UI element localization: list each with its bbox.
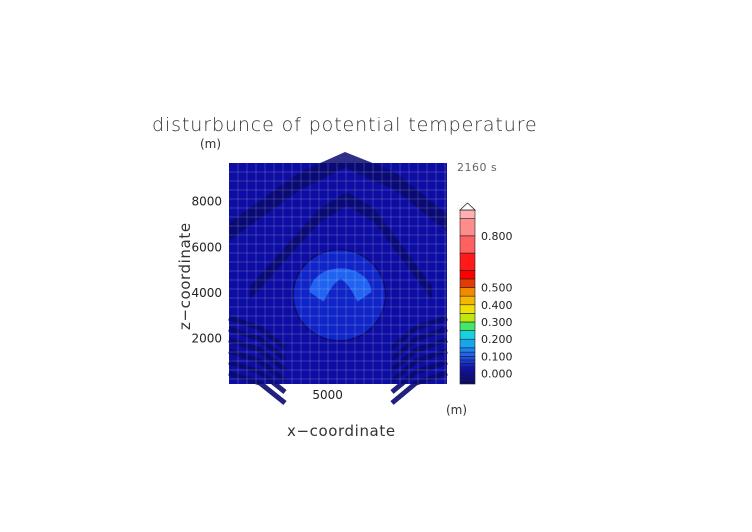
left-streak	[228, 326, 287, 361]
right-streak	[390, 337, 448, 372]
chevron-band-middle	[250, 192, 432, 300]
thermal-bubble	[292, 248, 387, 342]
colorbar-level	[459, 380, 476, 385]
chart-title: disturbunce of potential temperature	[152, 114, 538, 136]
y-tick-label: 2000	[191, 331, 222, 345]
colorbar-level	[459, 351, 476, 357]
colorbar-level	[459, 369, 476, 374]
colorbar-level	[459, 376, 476, 381]
colorbar-tick-label: 0.300	[481, 316, 513, 329]
colorbar-level	[459, 269, 476, 280]
y-axis-unit: (m)	[200, 137, 222, 151]
colorbar-level	[459, 313, 476, 323]
colorbar-tick-label: 0.000	[481, 368, 513, 381]
colorbar-tick-label: 0.400	[481, 299, 513, 312]
right-streak	[390, 326, 448, 361]
bubble-crescent	[309, 268, 372, 302]
colorbar-level	[459, 252, 476, 271]
y-tick-label: 8000	[191, 195, 222, 209]
colorbar-level	[459, 338, 476, 349]
colorbar-tick-label: 0.100	[481, 350, 513, 363]
colorbar-level	[459, 218, 476, 237]
colorbar-level	[459, 356, 476, 361]
time-label: 2160 s	[457, 161, 498, 174]
chevron-band-upper	[230, 152, 447, 240]
colorbar-level	[459, 330, 476, 340]
colorbar-level	[459, 287, 476, 297]
left-streak	[228, 315, 287, 350]
colorbar-tick-label: 0.200	[481, 333, 513, 346]
y-tick-label: 6000	[191, 240, 222, 254]
left-streak	[228, 370, 287, 405]
y-tick-label: 4000	[191, 286, 222, 300]
colorbar-extension	[458, 202, 477, 211]
colorbar-level	[459, 373, 476, 378]
x-axis-unit: (m)	[446, 403, 468, 417]
colorbar-level	[459, 235, 476, 254]
colorbar-level	[459, 347, 476, 353]
left-streak	[228, 337, 287, 372]
colorbar-level	[459, 304, 476, 314]
right-streak	[390, 315, 448, 350]
colorbar-tick-label: 0.500	[481, 282, 513, 295]
right-streak	[390, 348, 448, 383]
colorbar-tick-label: 0.800	[481, 230, 513, 243]
right-streak	[390, 359, 448, 394]
colorbar-level	[459, 363, 476, 368]
colorbar-level	[459, 295, 476, 306]
colorbar-level	[459, 366, 476, 371]
x-axis-label: x−coordinate	[287, 422, 396, 440]
colorbar-level	[459, 278, 476, 288]
colorbar-level	[459, 321, 476, 331]
left-streak	[228, 348, 287, 383]
colorbar-level	[459, 359, 476, 364]
right-streak	[390, 370, 448, 405]
x-tick-label: 5000	[312, 388, 343, 402]
left-streak	[228, 359, 287, 394]
colorbar-level	[459, 209, 476, 219]
